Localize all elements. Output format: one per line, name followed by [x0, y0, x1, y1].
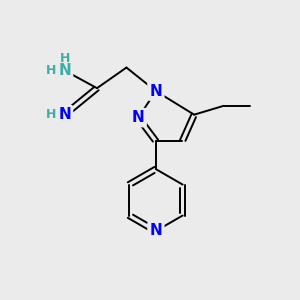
Text: N: N [58, 63, 71, 78]
Text: N: N [149, 84, 162, 99]
Text: N: N [132, 110, 145, 125]
Text: H: H [46, 108, 56, 121]
Text: H: H [59, 52, 70, 64]
Text: N: N [58, 107, 71, 122]
Text: H: H [46, 64, 56, 77]
Text: N: N [149, 224, 162, 238]
